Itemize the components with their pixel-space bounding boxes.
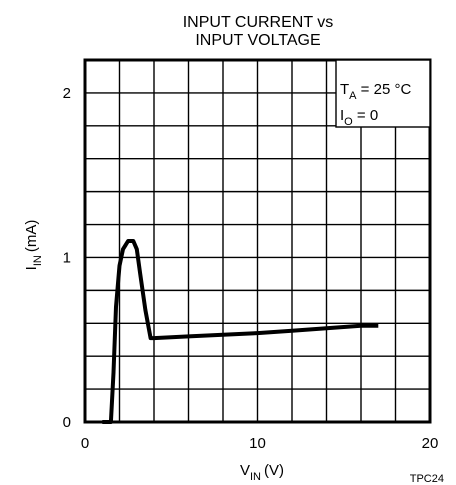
x-tick-label: 10 — [249, 435, 266, 452]
chart-title-line-1: INPUT CURRENT vs — [183, 14, 334, 31]
grid — [85, 60, 430, 422]
condition-box-background — [335, 59, 431, 128]
plot-frame — [83, 58, 432, 424]
x-axis-label-main: V — [240, 462, 250, 479]
x-axis-label-unit: (V) — [264, 462, 284, 479]
condition-value: = 25 °C — [357, 81, 412, 98]
condition-symbol: T — [340, 81, 349, 98]
condition-symbol: I — [340, 107, 344, 124]
x-tick-label: 0 — [81, 435, 89, 452]
y-tick-label: 2 — [63, 85, 71, 102]
condition-box: TA = 25 °C IO = 0 — [335, 59, 431, 128]
tick-labels: 0 10 20 0 1 2 — [63, 85, 439, 452]
condition-value: = 0 — [353, 107, 378, 124]
y-axis-label: IIN (mA) — [23, 220, 44, 271]
condition-subscript: O — [344, 116, 353, 128]
condition-label: IO = 0 — [340, 107, 378, 128]
y-axis-label-unit: (mA) — [23, 220, 40, 253]
x-tick-label: 20 — [422, 435, 439, 452]
x-axis-label-sub: IN — [250, 471, 261, 483]
iin-vs-vin-series-line — [102, 239, 379, 424]
condition-subscript: A — [349, 90, 357, 102]
condition-label: TA = 25 °C — [340, 81, 411, 102]
y-axis-label-main: I — [23, 266, 40, 270]
y-tick-label: 0 — [63, 414, 71, 431]
chart-title-line-2: INPUT VOLTAGE — [195, 32, 320, 49]
y-axis-label-sub: IN — [32, 255, 44, 266]
x-axis-label: VIN (V) — [240, 462, 284, 483]
y-tick-label: 1 — [63, 249, 71, 266]
figure-code: TPC24 — [410, 473, 444, 485]
